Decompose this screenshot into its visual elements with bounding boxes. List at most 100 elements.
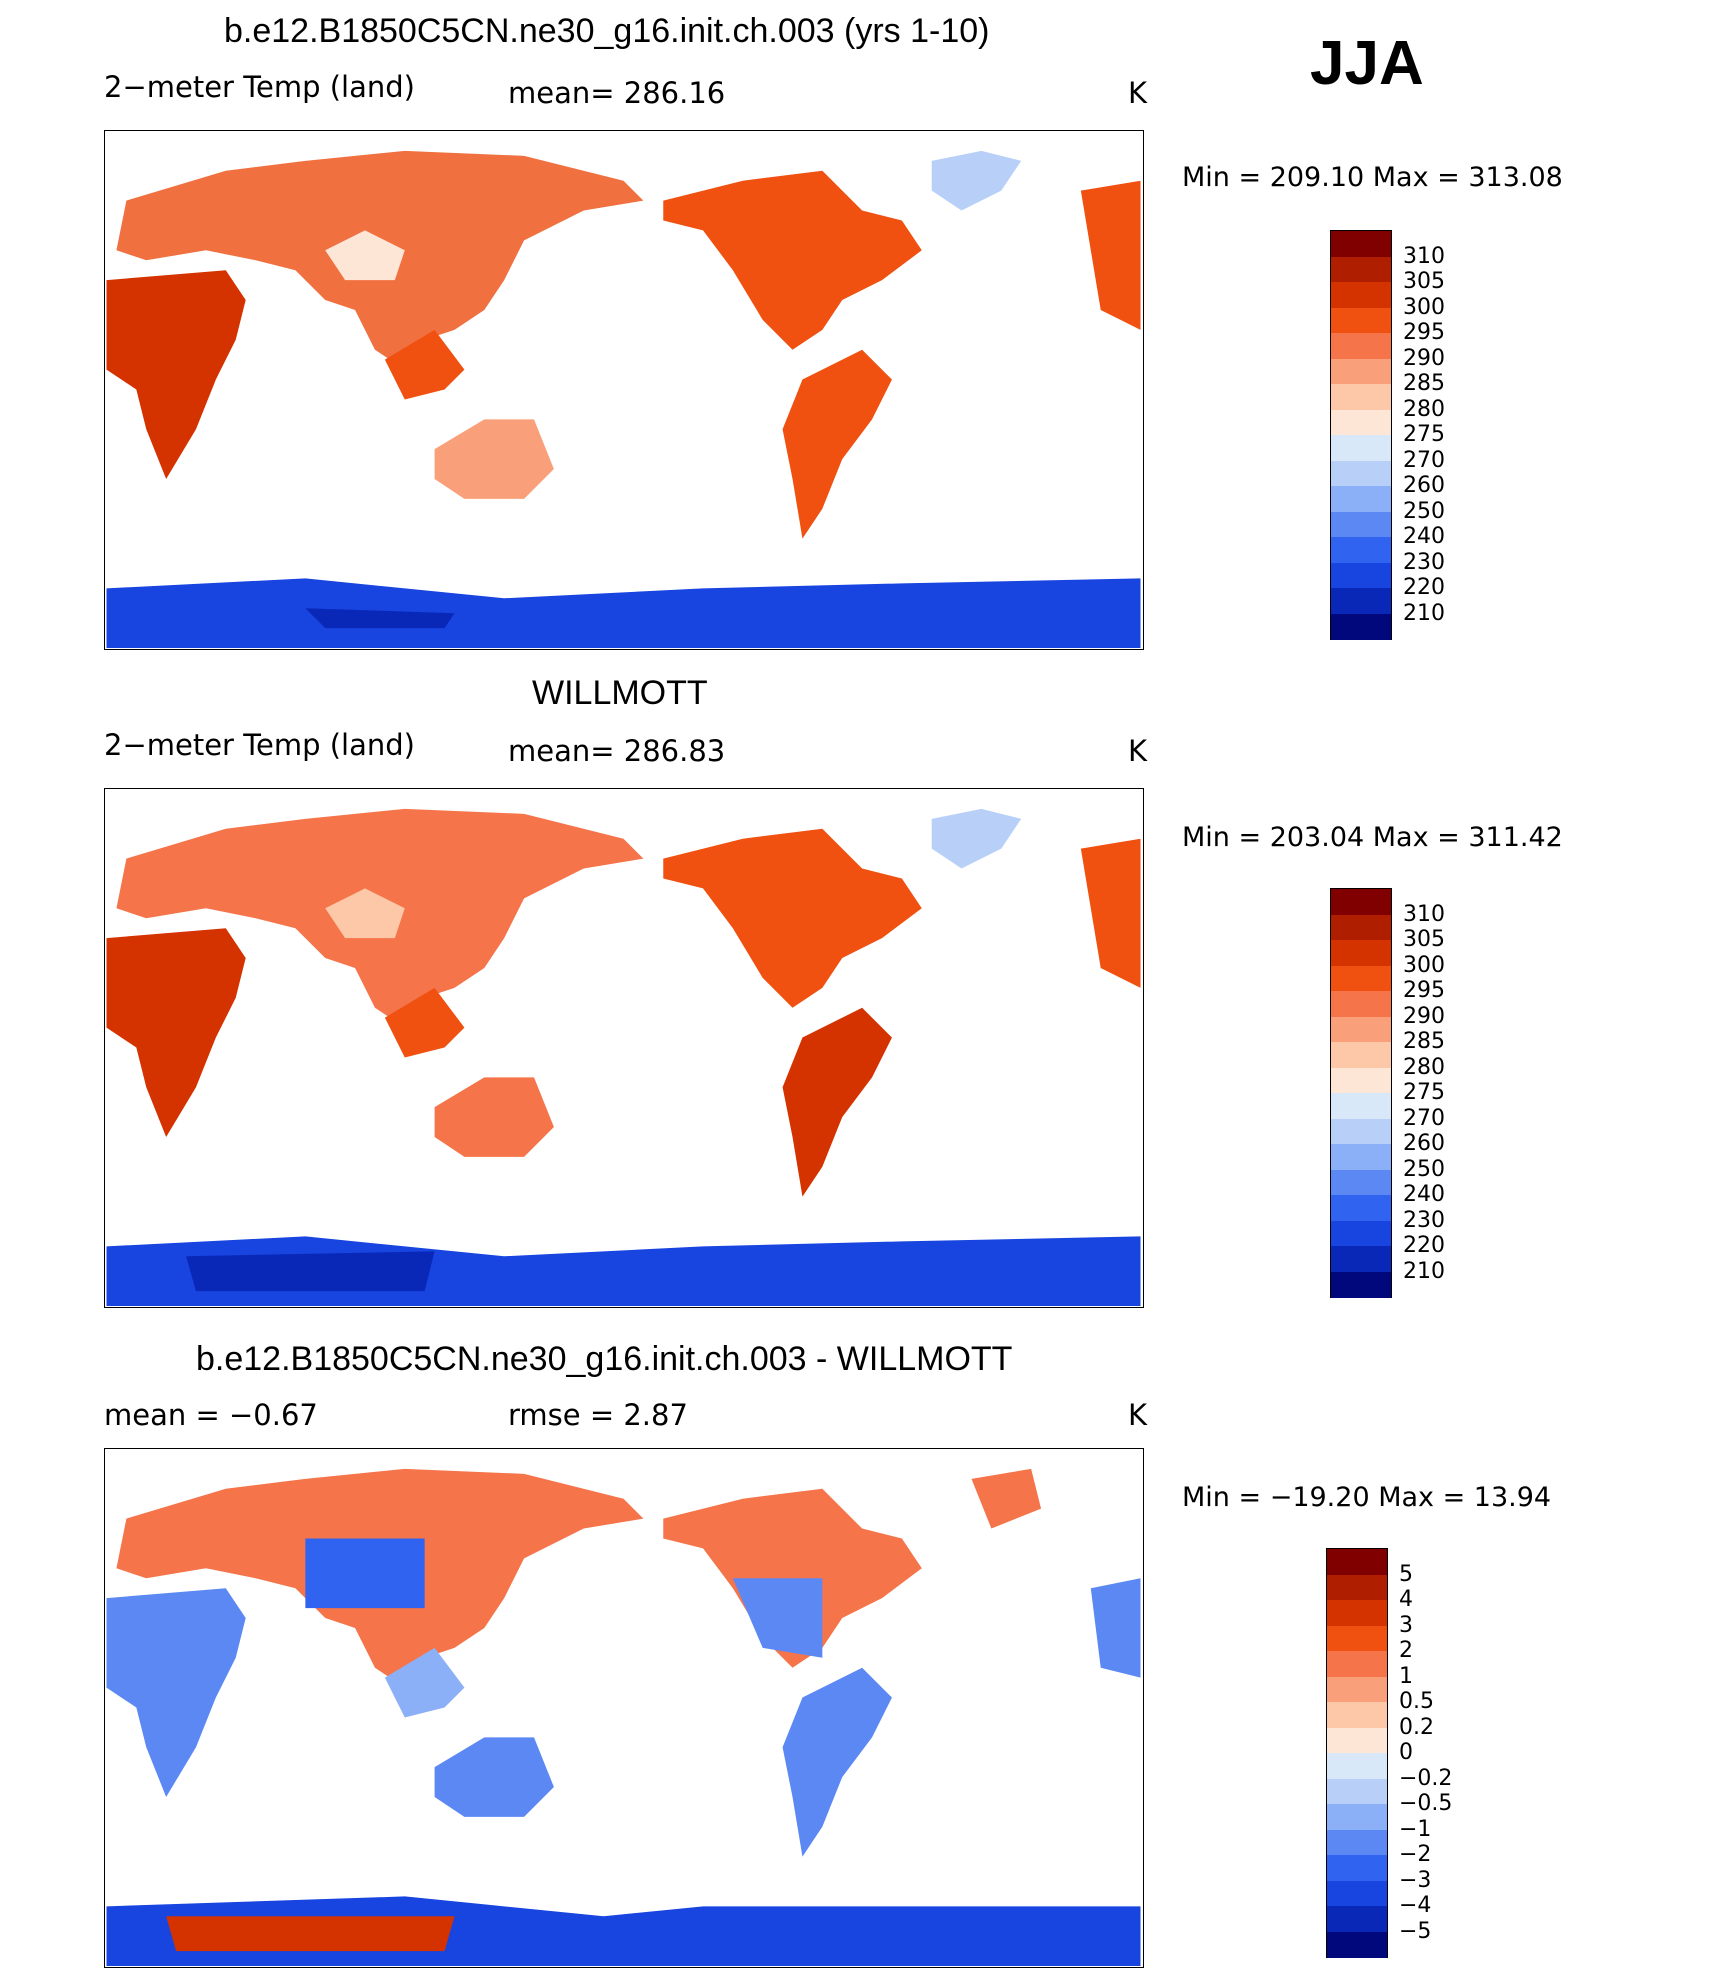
colorbar-tick-label: 305 bbox=[1403, 927, 1445, 952]
colorbar-tick-label: 250 bbox=[1403, 498, 1445, 524]
colorbar-box bbox=[1331, 384, 1391, 411]
panel-title: b.e12.B1850C5CN.ne30_g16.init.ch.003 (yr… bbox=[224, 12, 990, 50]
colorbar-tick-label: 290 bbox=[1403, 345, 1445, 371]
colorbar-tick-label: 240 bbox=[1403, 1182, 1445, 1207]
colorbar-box bbox=[1331, 914, 1391, 942]
colorbar-box bbox=[1331, 256, 1391, 284]
colorbar-box bbox=[1331, 1246, 1391, 1273]
colorbar-tick-label: 220 bbox=[1403, 1233, 1445, 1258]
colorbar-tick-label: 0.5 bbox=[1399, 1689, 1434, 1714]
variable-label: 2−meter Temp (land) bbox=[104, 728, 415, 762]
land-fill bbox=[106, 808, 1141, 1306]
colorbar: 5 4 3 2 1 0.5 0.2 0 −0.2 −0.5 −1 −2 −3 −4 −5 bbox=[1326, 1548, 1452, 1958]
colorbar-box bbox=[1331, 940, 1391, 967]
colorbar-tick-label: 295 bbox=[1403, 320, 1445, 345]
colorbar-tick-label: 310 bbox=[1403, 901, 1445, 927]
colorbar-box bbox=[1331, 1220, 1391, 1248]
map-difference bbox=[104, 1448, 1144, 1968]
world-map bbox=[106, 808, 1141, 1306]
world-map bbox=[106, 1468, 1141, 1966]
min-max-label: Min = 209.10 Max = 313.08 bbox=[1182, 162, 1563, 193]
colorbar-box bbox=[1331, 231, 1391, 258]
colorbar-box bbox=[1331, 1093, 1391, 1120]
panel-title: WILLMOTT bbox=[532, 674, 708, 712]
colorbar-box bbox=[1331, 1042, 1391, 1069]
colorbar-tick-label: 260 bbox=[1403, 1131, 1445, 1156]
colorbar-box bbox=[1331, 1169, 1391, 1197]
colorbar-tick-label: 250 bbox=[1403, 1156, 1445, 1182]
mean-label: mean= 286.83 bbox=[508, 734, 726, 768]
colorbar-box bbox=[1331, 1195, 1391, 1222]
colorbar-tick-label: 280 bbox=[1403, 396, 1445, 422]
colorbar-box bbox=[1327, 1549, 1387, 1576]
colorbar-tick-label: 240 bbox=[1403, 524, 1445, 549]
mean-label: mean = −0.67 bbox=[104, 1398, 318, 1432]
colorbar-box bbox=[1331, 613, 1391, 640]
map-observation bbox=[104, 788, 1144, 1308]
colorbar-box bbox=[1331, 460, 1391, 488]
colorbar-box bbox=[1327, 1702, 1387, 1729]
colorbar-box bbox=[1331, 511, 1391, 539]
colorbar-tick-label: −0.2 bbox=[1399, 1765, 1453, 1791]
colorbar-tick-label: 1 bbox=[1399, 1663, 1413, 1689]
colorbar-tick-label: 275 bbox=[1403, 1080, 1445, 1105]
colorbar-tick-label: 275 bbox=[1403, 422, 1445, 447]
colorbar-box bbox=[1327, 1804, 1387, 1831]
colorbar-tick-label: −2 bbox=[1399, 1842, 1432, 1867]
colorbar-box bbox=[1331, 358, 1391, 386]
colorbar-box bbox=[1331, 282, 1391, 309]
colorbar-box bbox=[1331, 889, 1391, 916]
colorbar-box bbox=[1331, 537, 1391, 564]
colorbar-box bbox=[1327, 1727, 1387, 1755]
colorbar-tick-label: 270 bbox=[1403, 1105, 1445, 1131]
colorbar-box bbox=[1327, 1931, 1387, 1958]
colorbar-box bbox=[1331, 1144, 1391, 1171]
colorbar-tick-label: 290 bbox=[1403, 1003, 1445, 1029]
colorbar-box bbox=[1331, 307, 1391, 335]
colorbar-box bbox=[1331, 1067, 1391, 1095]
colorbar-box bbox=[1327, 1625, 1387, 1653]
world-map bbox=[106, 150, 1141, 648]
season-label: JJA bbox=[1310, 29, 1424, 98]
land-fill bbox=[106, 1468, 1141, 1966]
colorbar-tick-label: −1 bbox=[1399, 1816, 1432, 1842]
colorbar-tick-label: −5 bbox=[1399, 1918, 1432, 1944]
colorbar-tick-label: 305 bbox=[1403, 269, 1445, 294]
panel-title: b.e12.B1850C5CN.ne30_g16.init.ch.003 - W… bbox=[196, 1340, 1013, 1378]
colorbar-box bbox=[1331, 435, 1391, 462]
colorbar-box bbox=[1331, 965, 1391, 993]
colorbar-tick-label: 4 bbox=[1399, 1587, 1413, 1612]
units-label: K bbox=[1128, 1398, 1148, 1432]
colorbar: 310 305 300 295 290 285 280 275 270 260 250 240 230 2… bbox=[1330, 230, 1445, 640]
colorbar-box bbox=[1327, 1855, 1387, 1882]
colorbar-tick-label: 300 bbox=[1403, 294, 1445, 320]
colorbar-tick-label: 285 bbox=[1403, 371, 1445, 396]
colorbar-box bbox=[1331, 991, 1391, 1018]
colorbar-box bbox=[1327, 1600, 1387, 1627]
colorbar-box bbox=[1331, 333, 1391, 360]
min-max-label: Min = −19.20 Max = 13.94 bbox=[1182, 1482, 1552, 1513]
colorbar-tick-label: 210 bbox=[1403, 600, 1445, 626]
colorbar-box bbox=[1331, 1016, 1391, 1044]
land-fill bbox=[106, 150, 1141, 648]
colorbar: 310 305 300 295 290 285 280 275 270 260 250 240 230 2… bbox=[1330, 888, 1445, 1298]
colorbar-box bbox=[1327, 1778, 1387, 1806]
colorbar-tick-label: 280 bbox=[1403, 1054, 1445, 1080]
colorbar-tick-label: 3 bbox=[1399, 1612, 1413, 1638]
colorbar-tick-label: 260 bbox=[1403, 473, 1445, 498]
colorbar-box bbox=[1327, 1829, 1387, 1857]
mean-label: mean= 286.16 bbox=[508, 76, 726, 110]
colorbar-box bbox=[1327, 1676, 1387, 1704]
colorbar-box bbox=[1331, 1118, 1391, 1146]
colorbar-box bbox=[1327, 1753, 1387, 1780]
units-label: K bbox=[1128, 76, 1148, 110]
colorbar-tick-label: −3 bbox=[1399, 1867, 1432, 1893]
units-label: K bbox=[1128, 734, 1148, 768]
colorbar-tick-label: 210 bbox=[1403, 1258, 1445, 1284]
colorbar-tick-label: −4 bbox=[1399, 1893, 1432, 1918]
colorbar-box bbox=[1327, 1880, 1387, 1908]
min-max-label: Min = 203.04 Max = 311.42 bbox=[1182, 822, 1563, 853]
colorbar-box bbox=[1331, 1271, 1391, 1298]
colorbar-tick-label: 5 bbox=[1399, 1561, 1413, 1587]
variable-label: 2−meter Temp (land) bbox=[104, 70, 415, 104]
